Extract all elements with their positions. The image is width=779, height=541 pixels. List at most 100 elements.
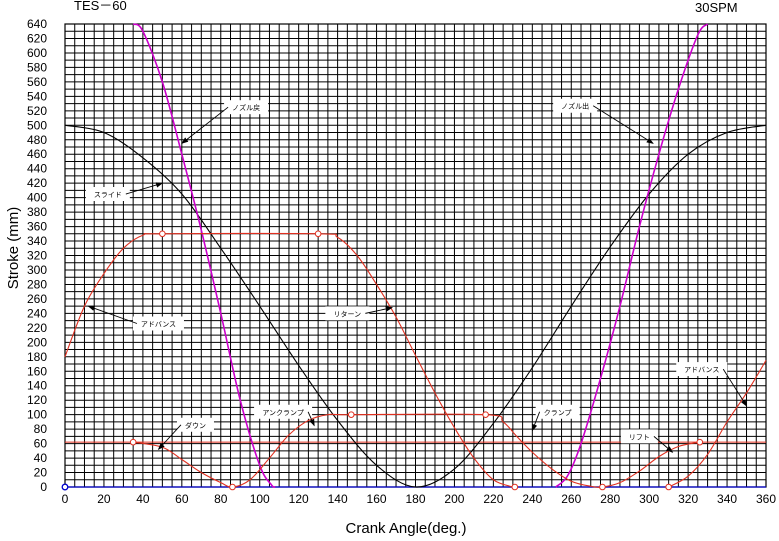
y-tick-label: 180 (27, 350, 47, 364)
annotation-arrow (531, 411, 541, 432)
y-tick-label: 120 (27, 393, 47, 407)
y-tick-label: 220 (27, 321, 47, 335)
x-tick-label: 220 (483, 492, 503, 506)
origin-point (61, 483, 69, 491)
annotation-label: ダウン (185, 421, 206, 430)
y-tick-label: 420 (27, 176, 47, 190)
annotation-arrow (592, 105, 654, 144)
data-point (696, 438, 704, 446)
data-point (314, 230, 322, 238)
series (64, 23, 767, 488)
y-tick-label: 0 (40, 480, 47, 494)
annotation-box (132, 316, 184, 331)
x-tick-label: 180 (405, 492, 425, 506)
y-tick-label: 440 (27, 162, 47, 176)
x-tick-label: 100 (250, 492, 270, 506)
y-tick-label: 40 (34, 451, 48, 465)
y-tick-label: 500 (27, 118, 47, 132)
y-tick-label: 460 (27, 147, 47, 161)
x-tick-label: 0 (62, 492, 69, 506)
x-tick-label: 120 (289, 492, 309, 506)
annotation-box (620, 429, 658, 444)
series-nozzle (132, 23, 276, 488)
annotation: リターン (325, 306, 394, 321)
annotation: ダウン (157, 417, 214, 451)
annotation-label: クランプ (544, 409, 572, 417)
series-red (133, 413, 700, 488)
y-tick-label: 340 (27, 234, 47, 248)
data-point (599, 483, 606, 491)
x-tick-label: 300 (639, 492, 659, 506)
annotation-box (535, 404, 580, 419)
header-left-title: TES－60 (74, 0, 127, 13)
annotation: アドバンス (87, 305, 184, 331)
annotation-label: スライド (94, 191, 122, 199)
annotation-box (676, 362, 728, 377)
y-tick-label: 20 (34, 466, 48, 480)
markers (61, 230, 704, 491)
y-tick-label: 80 (34, 422, 48, 436)
y-tick-label: 600 (27, 46, 47, 60)
annotation: ノズル戻 (181, 100, 269, 144)
grid (64, 23, 767, 488)
annotation-arrow (307, 411, 315, 427)
annotation: スライド (85, 182, 164, 202)
x-tick-label: 40 (136, 492, 150, 506)
annotation-label: アドバンス (684, 366, 719, 374)
y-tick-label: 580 (27, 60, 47, 74)
annotation: アンクランプ (254, 404, 315, 427)
annotation-label: ノズル出 (561, 102, 589, 111)
annotation-label: リターン (334, 309, 362, 318)
series-red (668, 360, 767, 488)
annotation-arrow (653, 436, 674, 453)
series-red (64, 232, 514, 488)
x-tick-label: 80 (214, 492, 228, 506)
y-axis-label: Stroke (mm) (5, 207, 22, 290)
y-tick-label: 620 (27, 31, 47, 45)
y-tick-label: 260 (27, 292, 47, 306)
annotation-arrow (181, 106, 229, 144)
data-point (482, 411, 489, 418)
x-tick-label: 60 (175, 492, 189, 506)
data-point (129, 438, 137, 446)
x-tick-label: 320 (678, 492, 698, 506)
y-tick-label: 300 (27, 263, 47, 277)
y-tick-label: 240 (27, 306, 47, 320)
y-tick-label: 640 (27, 17, 47, 31)
x-tick-label: 260 (561, 492, 581, 506)
y-tick-label: 520 (27, 104, 47, 118)
annotation: アドバンス (676, 362, 748, 407)
data-point (347, 411, 355, 418)
y-tick-label: 560 (27, 75, 47, 89)
annotation-box (553, 98, 598, 113)
x-tick-label: 20 (97, 492, 111, 506)
annotation-box (85, 187, 130, 202)
y-tick-label: 160 (27, 364, 47, 378)
annotation: クランプ (531, 404, 580, 432)
tick-labels: 0 20 40 60 80 100 120 140 160 180 200 220 240 260 280 3… (27, 17, 776, 506)
annotation-label: アドバンス (141, 321, 176, 329)
x-tick-label: 280 (600, 492, 620, 506)
annotation-box (254, 404, 313, 419)
annotation-arrow (365, 306, 394, 314)
annotation-label: ノズル戻 (232, 103, 260, 112)
x-tick-label: 160 (367, 492, 387, 506)
annotation-label: アンクランプ (262, 409, 304, 417)
x-tick-label: 140 (328, 492, 348, 506)
y-tick-label: 100 (27, 408, 47, 422)
y-tick-label: 200 (27, 335, 47, 349)
series-nozzle (555, 23, 709, 488)
annotation: リフト (620, 429, 674, 453)
x-axis-label: Crank Angle(deg.) (346, 520, 467, 537)
annotation-arrow (87, 305, 138, 324)
x-tick-label: 340 (717, 492, 737, 506)
data-point (665, 483, 672, 491)
data-point (159, 230, 166, 238)
y-tick-label: 60 (34, 437, 48, 451)
y-tick-label: 280 (27, 277, 47, 291)
x-tick-label: 240 (522, 492, 542, 506)
annotation-box (224, 100, 269, 115)
y-tick-label: 380 (27, 205, 47, 219)
